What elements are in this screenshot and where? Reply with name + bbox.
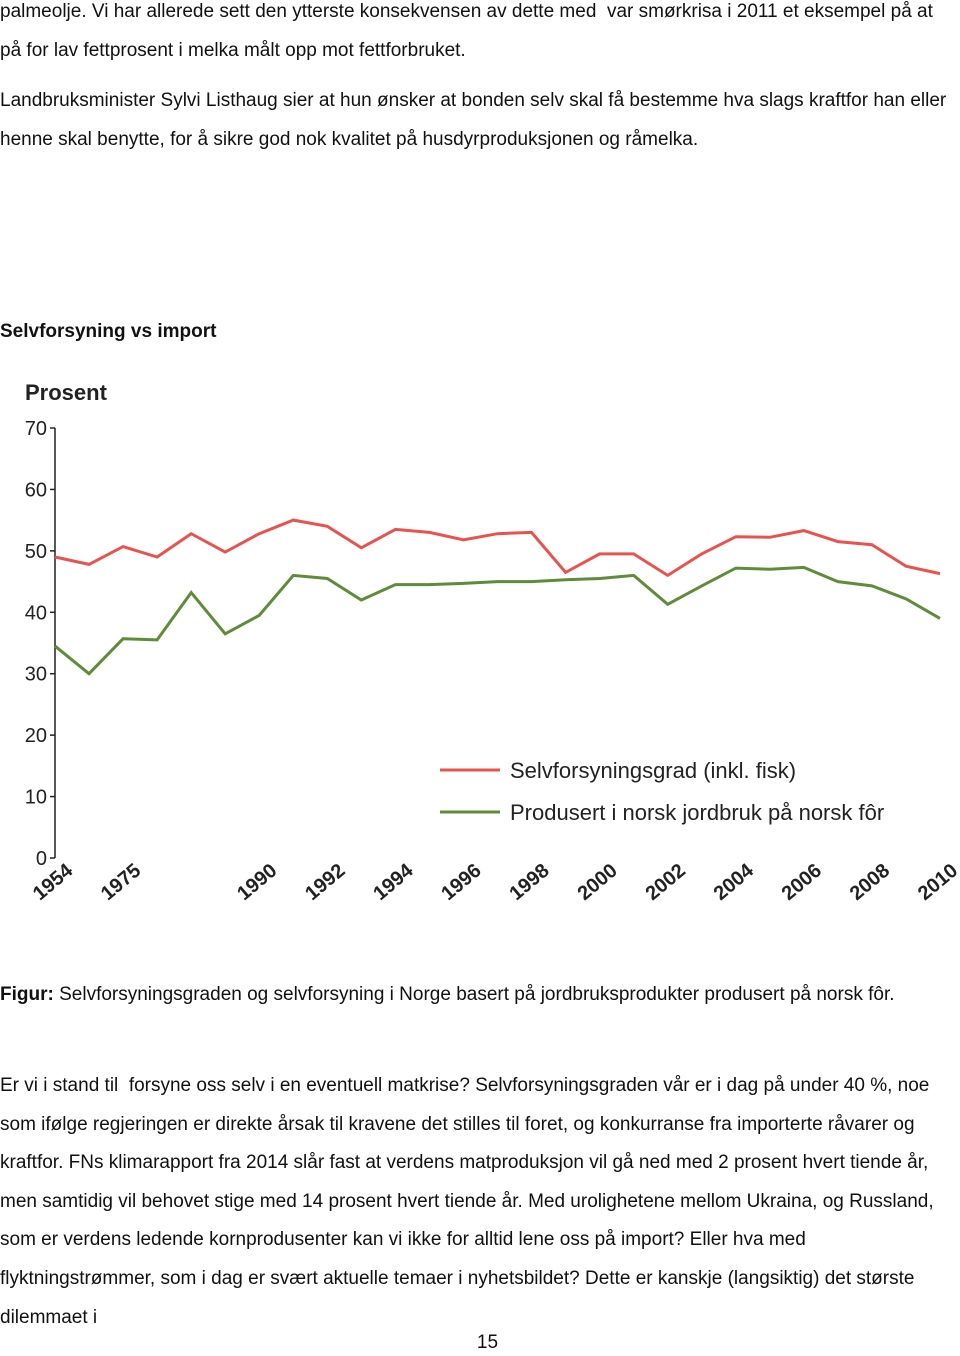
x-tick-label: 1992 [301, 860, 349, 905]
x-tick-label: 2000 [574, 860, 622, 905]
x-tick-label: 1975 [97, 860, 145, 905]
y-tick-label: 60 [25, 479, 47, 501]
x-tick-label: 2008 [846, 860, 894, 905]
caption-label: Figur: [0, 984, 54, 1005]
paragraph: palmeolje. Vi har allerede sett den ytte… [0, 1, 939, 61]
line [54, 518, 941, 578]
x-tick-label: 2004 [710, 859, 759, 905]
x-tick-label: 2010 [914, 860, 960, 905]
paragraph: Er vi i stand til forsyne oss selv i en … [0, 1075, 939, 1328]
x-tick-label: 2006 [778, 860, 826, 905]
y-tick-label: 10 [25, 787, 47, 809]
x-tick-label: 1990 [233, 860, 281, 905]
y-tick-label: 20 [25, 725, 47, 747]
y-tick-label: 0 [36, 848, 47, 870]
line [54, 565, 941, 676]
paragraph: Landbruksminister Sylvi Listhaug sier at… [0, 90, 952, 150]
caption-text: Selvforsyningsgraden og selvforsyning i … [59, 984, 895, 1005]
x-tick-label: 1994 [369, 859, 418, 905]
y-tick-label: 40 [25, 602, 47, 624]
page-number: 15 [476, 1332, 499, 1353]
caption: Figur: Selvforsyningsgraden og selvforsy… [0, 976, 958, 1015]
legend-label: Produsert i norsk jordbruk på norsk fôr [510, 800, 884, 825]
y-tick-label: 30 [25, 664, 47, 686]
x-tick-label: 2002 [642, 860, 690, 905]
y-tick-label: 50 [25, 541, 47, 563]
x-tick-label: 1998 [505, 860, 553, 905]
x-tick-label: 1996 [437, 860, 485, 905]
y-tick-label: 70 [25, 418, 47, 440]
y-axis-label: Prosent [25, 380, 108, 405]
legend-label: Selvforsyningsgrad (inkl. fisk) [510, 758, 796, 783]
heading: Selvforsyning vs import [0, 321, 217, 342]
